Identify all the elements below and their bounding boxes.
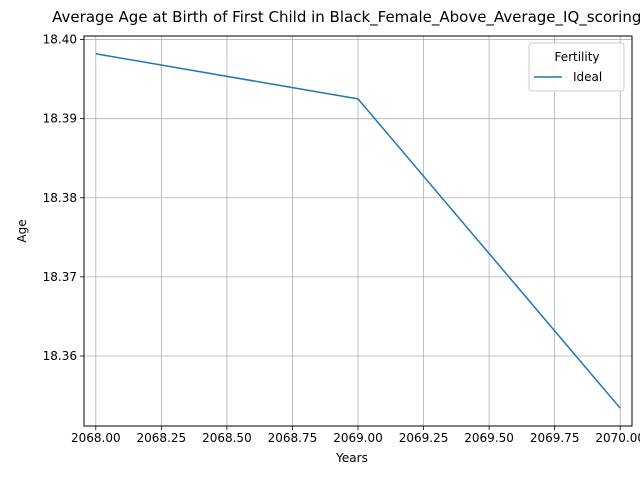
x-tick-label: 2068.75 — [268, 431, 318, 445]
legend-label-ideal: Ideal — [573, 70, 602, 84]
y-tick-label: 18.39 — [43, 112, 77, 126]
y-tick-label: 18.40 — [43, 33, 77, 47]
series-lines — [95, 53, 621, 409]
x-tick-label: 2068.00 — [71, 431, 121, 445]
legend-box — [528, 42, 625, 92]
x-tick-label: 2069.75 — [530, 431, 580, 445]
x-tick-label: 2069.50 — [464, 431, 514, 445]
x-tick-label: 2069.00 — [333, 431, 383, 445]
x-tick-label: 2070.00 — [595, 431, 640, 445]
y-tick-label: 18.36 — [43, 349, 77, 363]
x-tick-label: 2068.50 — [202, 431, 252, 445]
y-tick-label: 18.37 — [43, 270, 77, 284]
legend-title: Fertility — [554, 50, 599, 64]
x-axis-label: Years — [335, 451, 368, 465]
chart-title: Average Age at Birth of First Child in B… — [52, 8, 640, 27]
grid-lines — [84, 36, 632, 426]
axis-ticks: 2068.00 2068.25 2068.50 2068.75 2069.00 2069.… — [43, 33, 640, 445]
y-axis-label: Age — [15, 219, 29, 242]
y-tick-label: 18.38 — [43, 191, 77, 205]
x-tick-label: 2068.25 — [137, 431, 187, 445]
legend: Fertility Ideal — [528, 42, 625, 92]
x-tick-label: 2069.25 — [399, 431, 449, 445]
